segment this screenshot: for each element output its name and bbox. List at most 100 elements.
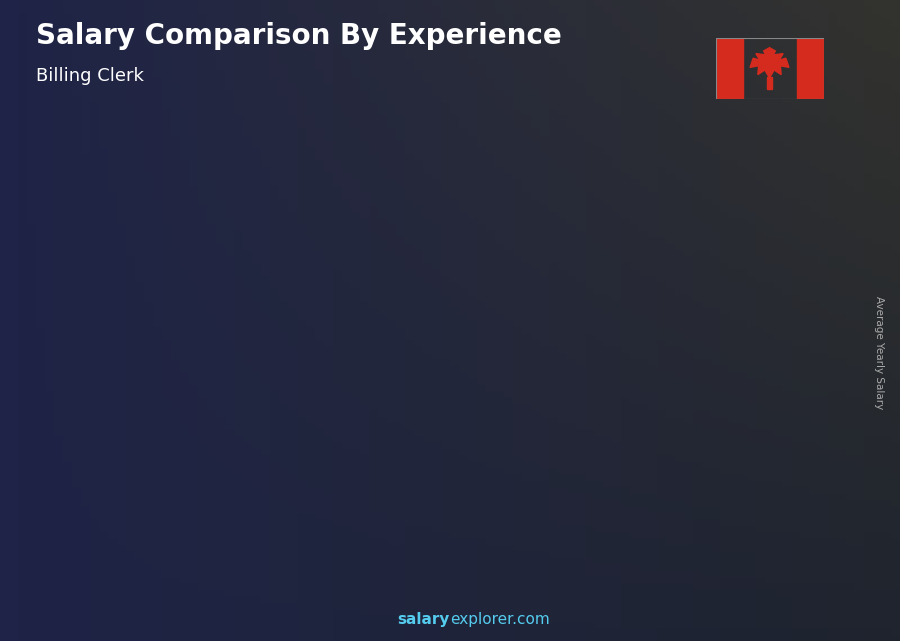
- Text: salary: salary: [398, 612, 450, 627]
- Bar: [575, 224, 578, 564]
- Bar: [722, 199, 725, 564]
- Bar: [768, 77, 771, 90]
- Bar: [796, 38, 824, 99]
- Bar: [204, 378, 207, 564]
- Bar: [142, 422, 145, 564]
- Bar: [752, 199, 755, 564]
- Bar: [256, 378, 258, 564]
- Text: +20%: +20%: [402, 199, 461, 217]
- Bar: [379, 304, 382, 564]
- Text: explorer.com: explorer.com: [450, 612, 550, 627]
- Bar: [263, 378, 266, 564]
- Bar: [740, 199, 742, 564]
- Polygon shape: [449, 244, 538, 251]
- Bar: [230, 378, 232, 564]
- Text: 39,000 CAD: 39,000 CAD: [86, 394, 160, 407]
- Bar: [333, 304, 336, 564]
- Bar: [603, 224, 606, 564]
- Bar: [593, 224, 596, 564]
- Bar: [245, 378, 248, 564]
- Bar: [456, 251, 459, 564]
- Bar: [91, 422, 94, 564]
- Bar: [112, 422, 114, 564]
- Bar: [127, 422, 130, 564]
- Bar: [106, 422, 109, 564]
- Bar: [706, 199, 709, 564]
- Bar: [590, 224, 593, 564]
- Bar: [366, 304, 369, 564]
- Bar: [202, 378, 204, 564]
- Bar: [518, 251, 521, 564]
- Bar: [358, 304, 361, 564]
- Bar: [152, 422, 155, 564]
- Bar: [618, 224, 621, 564]
- Bar: [248, 378, 250, 564]
- Bar: [704, 199, 707, 564]
- Text: 100,000 CAD: 100,000 CAD: [699, 166, 782, 179]
- Text: +9%: +9%: [533, 172, 578, 190]
- Polygon shape: [750, 47, 789, 78]
- Text: 93,100 CAD: 93,100 CAD: [580, 192, 654, 205]
- Bar: [583, 224, 586, 564]
- Bar: [510, 251, 513, 564]
- Polygon shape: [278, 373, 291, 564]
- Bar: [250, 378, 253, 564]
- Bar: [586, 224, 589, 564]
- Bar: [477, 251, 480, 564]
- Bar: [238, 378, 240, 564]
- Bar: [760, 199, 763, 564]
- Text: Salary Comparison By Experience: Salary Comparison By Experience: [36, 22, 562, 51]
- Bar: [758, 199, 760, 564]
- Bar: [382, 304, 384, 564]
- Bar: [505, 251, 508, 564]
- Text: 51,000 CAD: 51,000 CAD: [209, 349, 284, 362]
- Polygon shape: [572, 216, 662, 224]
- Bar: [240, 378, 243, 564]
- Bar: [101, 422, 104, 564]
- Bar: [462, 251, 464, 564]
- Bar: [748, 199, 751, 564]
- Bar: [616, 224, 619, 564]
- Bar: [701, 199, 704, 564]
- Bar: [734, 199, 737, 564]
- Bar: [137, 422, 139, 564]
- Bar: [271, 378, 274, 564]
- Bar: [724, 199, 727, 564]
- Bar: [220, 378, 222, 564]
- Bar: [354, 304, 356, 564]
- Bar: [452, 251, 454, 564]
- Bar: [634, 224, 636, 564]
- Bar: [88, 422, 91, 564]
- Bar: [372, 304, 374, 564]
- Bar: [490, 251, 492, 564]
- Bar: [131, 422, 134, 564]
- Bar: [392, 304, 394, 564]
- Bar: [83, 422, 86, 564]
- Bar: [608, 224, 611, 564]
- Bar: [336, 304, 338, 564]
- Bar: [578, 224, 581, 564]
- Polygon shape: [773, 190, 786, 564]
- Bar: [647, 224, 650, 564]
- Bar: [697, 199, 699, 564]
- Bar: [488, 251, 490, 564]
- Text: +31%: +31%: [156, 326, 213, 344]
- Bar: [765, 199, 768, 564]
- Bar: [275, 378, 278, 564]
- Bar: [232, 378, 235, 564]
- Bar: [253, 378, 256, 564]
- Bar: [400, 304, 402, 564]
- Bar: [145, 422, 148, 564]
- Bar: [364, 304, 366, 564]
- Bar: [222, 378, 225, 564]
- Bar: [217, 378, 220, 564]
- Bar: [140, 422, 142, 564]
- Bar: [745, 199, 748, 564]
- Bar: [341, 304, 344, 564]
- Bar: [119, 422, 122, 564]
- Bar: [621, 224, 624, 564]
- Bar: [260, 378, 263, 564]
- Bar: [225, 378, 228, 564]
- Bar: [763, 199, 766, 564]
- Bar: [755, 199, 758, 564]
